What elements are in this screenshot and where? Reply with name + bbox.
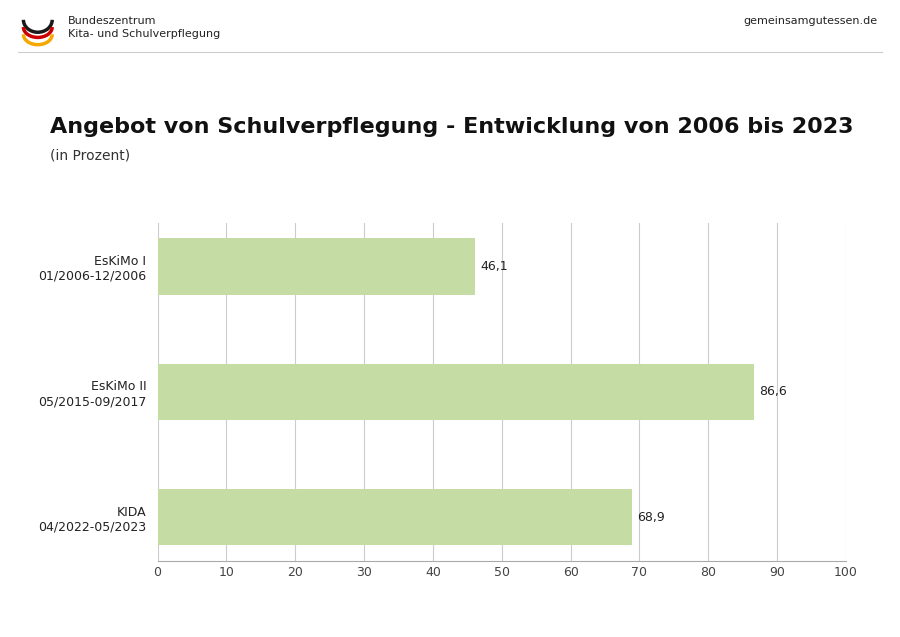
Bar [158, 364, 753, 420]
Bar [158, 489, 632, 545]
Text: 68,9: 68,9 [637, 510, 665, 524]
Text: gemeinsamgutessen.de: gemeinsamgutessen.de [743, 16, 878, 26]
Text: Angebot von Schulverpflegung - Entwicklung von 2006 bis 2023: Angebot von Schulverpflegung - Entwicklu… [50, 117, 853, 137]
Text: (in Prozent): (in Prozent) [50, 148, 130, 162]
Text: Bundeszentrum
Kita- und Schulverpflegung: Bundeszentrum Kita- und Schulverpflegung [68, 16, 220, 39]
Bar [158, 238, 475, 295]
Text: 86,6: 86,6 [760, 385, 787, 398]
Text: 46,1: 46,1 [481, 260, 508, 273]
